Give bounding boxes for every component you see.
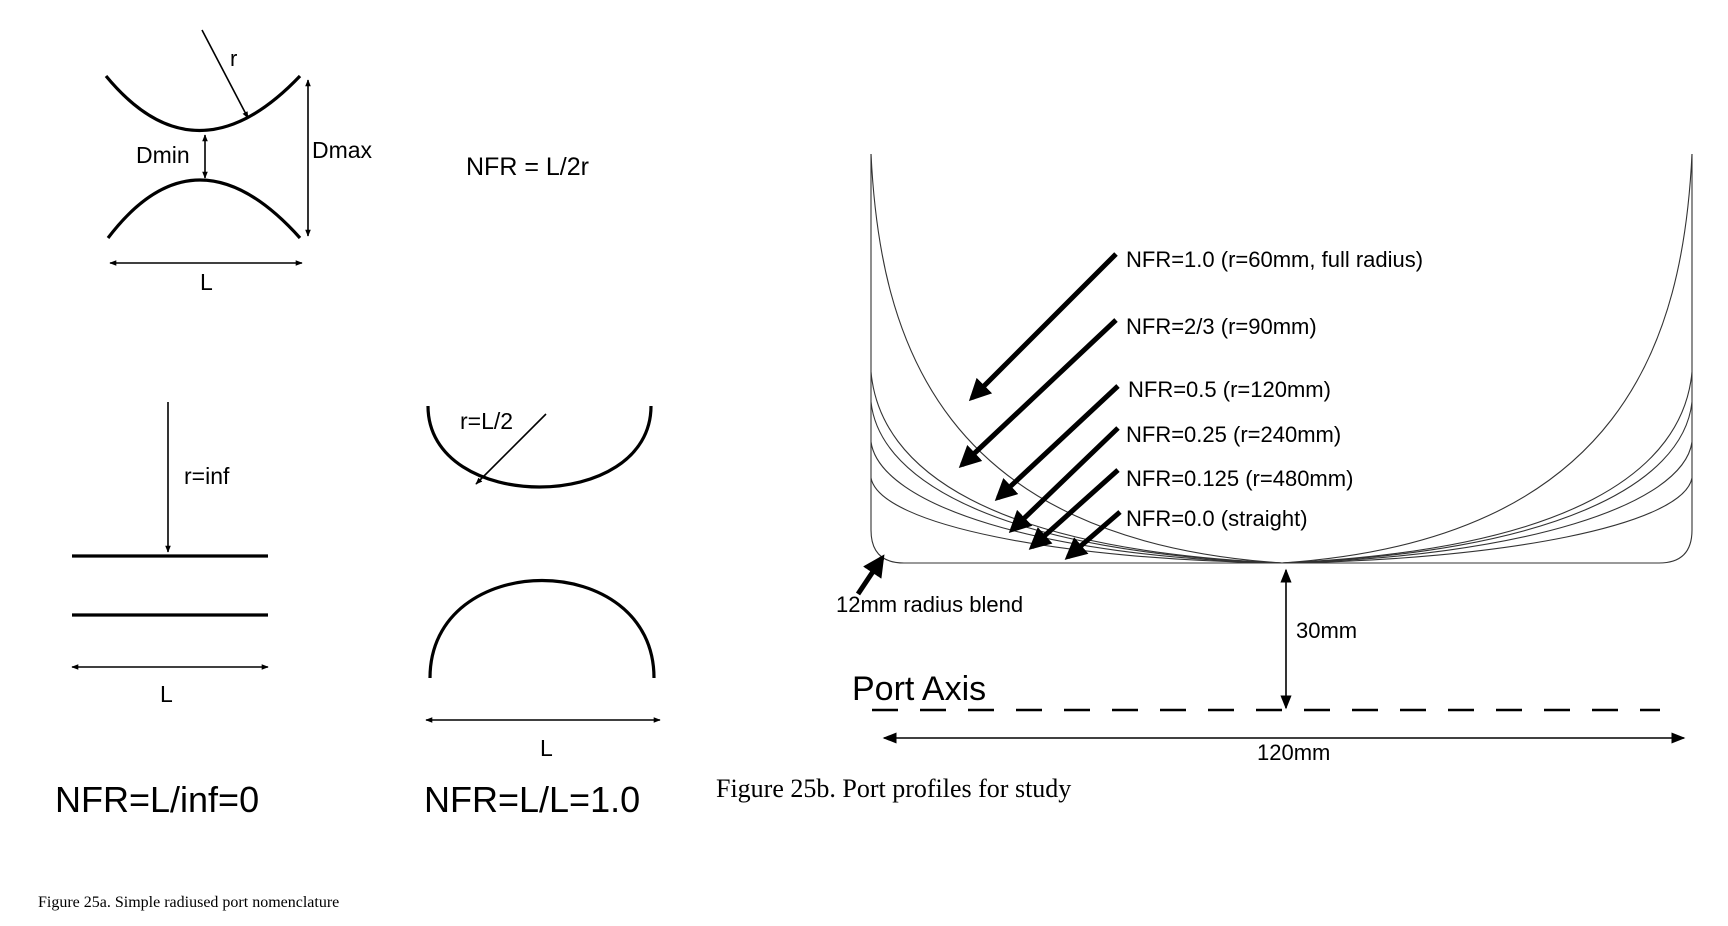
port-length-label: 120mm bbox=[1257, 740, 1330, 765]
upper-wall-curve bbox=[104, 74, 302, 132]
lower-wall-curve bbox=[106, 178, 302, 240]
callout-arrow-nfr-1-0 bbox=[968, 252, 1118, 402]
profile-curve-nfr-1-0-right bbox=[1281, 153, 1693, 564]
radius-label: r bbox=[230, 46, 237, 71]
profile-curve-nfr-0-25-right bbox=[1281, 441, 1693, 564]
nfr-formula: NFR = L/2r bbox=[466, 153, 589, 181]
profile-curve-nfr-0-25-left bbox=[870, 441, 1283, 564]
infinite-radius-label: r=inf bbox=[184, 463, 230, 489]
profile-curve-nfr-0-5-right bbox=[1281, 401, 1693, 564]
port-profiles-diagram: NFR=1.0 (r=60mm, full radius) NFR=2/3 (r… bbox=[836, 153, 1693, 765]
axis-offset-label: 30mm bbox=[1296, 618, 1357, 643]
length-label: L bbox=[200, 269, 213, 295]
port-axis-label: Port Axis bbox=[852, 670, 986, 708]
callout-label-nfr-1-0: NFR=1.0 (r=60mm, full radius) bbox=[1126, 247, 1423, 272]
upper-full-radius-wall bbox=[426, 405, 653, 489]
figure-25b-caption: Figure 25b. Port profiles for study bbox=[716, 774, 1071, 803]
callout-label-nfr-2-3: NFR=2/3 (r=90mm) bbox=[1126, 314, 1317, 339]
profile-curve-nfr-0-5-left bbox=[870, 401, 1283, 564]
profile-curve-nfr-0-125-left bbox=[870, 477, 1283, 564]
callout-label-nfr-0-5: NFR=0.5 (r=120mm) bbox=[1128, 377, 1331, 402]
half-length-radius-arrow bbox=[475, 413, 547, 485]
profile-curves bbox=[870, 153, 1693, 564]
profile-curve-nfr-2-3-left bbox=[870, 371, 1283, 564]
profile-callouts: NFR=1.0 (r=60mm, full radius) NFR=2/3 (r… bbox=[958, 247, 1423, 560]
straight-nfr-result: NFR=L/inf=0 bbox=[55, 779, 259, 820]
callout-arrow-nfr-0-0 bbox=[1064, 510, 1122, 560]
lower-full-radius-wall bbox=[428, 578, 656, 679]
straight-length-label: L bbox=[160, 681, 173, 707]
dmin-label: Dmin bbox=[136, 142, 190, 168]
profile-curve-nfr-1-0-left bbox=[870, 153, 1283, 564]
callout-arrow-nfr-2-3 bbox=[958, 318, 1118, 469]
radius-blend-arrow bbox=[855, 554, 885, 596]
callout-arrow-nfr-0-5 bbox=[994, 384, 1120, 502]
profile-curve-nfr-2-3-right bbox=[1281, 371, 1693, 564]
radiused-port-diagram: r Dmin Dmax L NFR = L/2r bbox=[104, 29, 589, 295]
straight-port-diagram: r=inf L NFR=L/inf=0 bbox=[55, 402, 269, 820]
profile-curve-nfr-0-0-straight bbox=[870, 154, 1693, 564]
radius-arrow bbox=[201, 29, 249, 119]
full-radius-port-diagram: r=L/2 L NFR=L/L=1.0 bbox=[424, 405, 661, 820]
callout-arrow-nfr-0-125 bbox=[1028, 468, 1120, 550]
dmax-label: Dmax bbox=[312, 137, 373, 163]
profile-curve-nfr-0-125-right bbox=[1281, 477, 1693, 564]
full-radius-nfr-result: NFR=L/L=1.0 bbox=[424, 779, 640, 820]
half-length-radius-label: r=L/2 bbox=[460, 408, 513, 434]
full-radius-length-label: L bbox=[540, 735, 553, 761]
figure-25a-caption: Figure 25a. Simple radiused port nomencl… bbox=[38, 894, 339, 911]
callout-arrow-nfr-0-25 bbox=[1008, 426, 1120, 534]
callout-label-nfr-0-125: NFR=0.125 (r=480mm) bbox=[1126, 466, 1353, 491]
radius-blend-label: 12mm radius blend bbox=[836, 592, 1023, 617]
callout-label-nfr-0-0: NFR=0.0 (straight) bbox=[1126, 506, 1308, 531]
callout-label-nfr-0-25: NFR=0.25 (r=240mm) bbox=[1126, 422, 1341, 447]
